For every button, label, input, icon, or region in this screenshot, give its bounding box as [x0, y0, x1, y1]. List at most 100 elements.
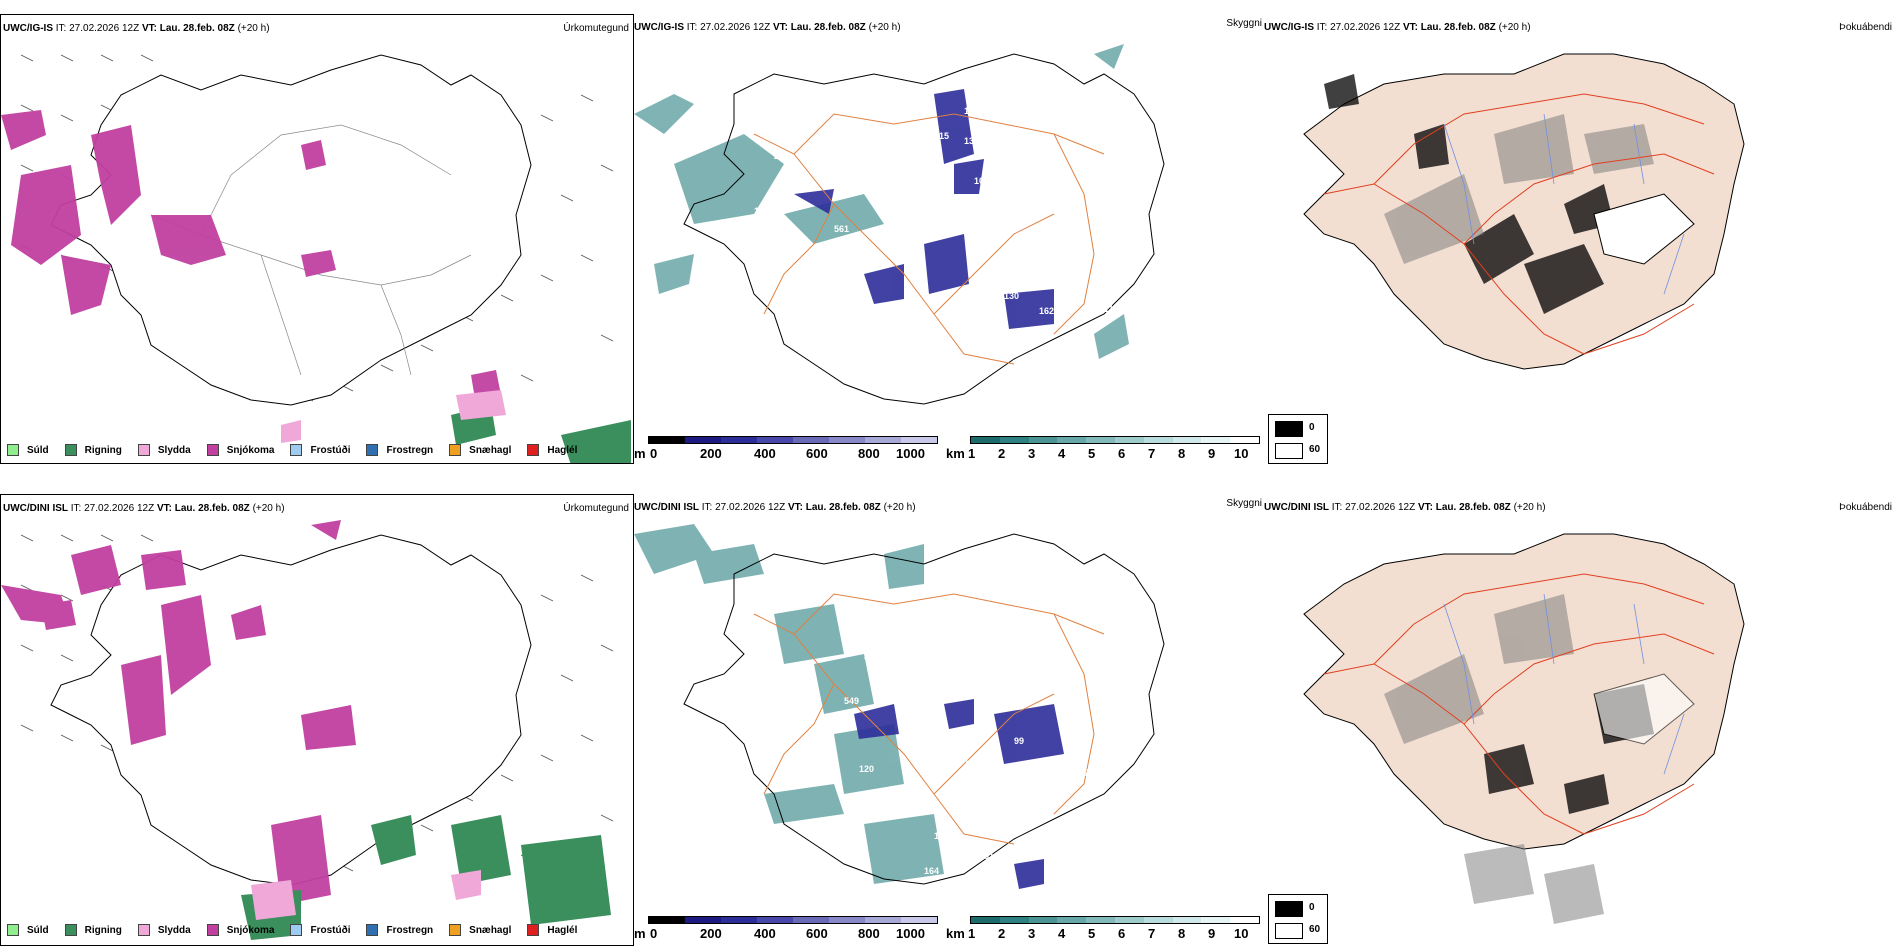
visibility-tick: 10 — [1234, 446, 1249, 461]
legend-swatch — [64, 924, 77, 936]
legend-label: Súld — [27, 924, 49, 936]
cloud-base-value-label: 120 — [859, 764, 874, 774]
fog-map-bottom — [1303, 533, 1745, 924]
cloud-base-value-label: 21 — [774, 151, 784, 161]
vt-label: VT: — [141, 23, 157, 34]
cloudbase-tick: 0 — [650, 926, 658, 941]
fog-key-value: 0 — [1309, 902, 1315, 913]
visibility-tick: 5 — [1088, 926, 1096, 941]
visibility-tick: 10 — [1234, 926, 1249, 941]
legend-swatch — [206, 924, 219, 936]
iceland-outline — [683, 533, 1165, 885]
vt-value: Lau. 28.feb. 08Z — [1435, 502, 1511, 513]
model-name: UWC/DINI ISL — [634, 502, 699, 513]
legend-label: Haglél — [547, 924, 578, 936]
cloud-base-value-label: 137 — [964, 336, 979, 346]
cloud-base-value-label: 549 — [844, 696, 859, 706]
fog-panel-bottom: UWC/DINI ISL IT: 27.02.2026 12Z VT: Lau.… — [1264, 494, 1900, 946]
visibility-tick: 1 — [968, 446, 976, 461]
fog-panel-top: UWC/IG-IS IT: 27.02.2026 12Z VT: Lau. 28… — [1264, 14, 1900, 464]
cloud-base-value-label: 15 — [939, 131, 949, 141]
cloud-header: UWC/IG-IS IT: 27.02.2026 12Z VT: Lau. 28… — [634, 22, 901, 33]
visibility-tick: 6 — [1118, 446, 1126, 461]
legend-label: Súld — [27, 444, 49, 456]
cloud-base-value-label: 131 — [754, 206, 769, 216]
precip-legend: Súld Rigning Slydda Snjókoma Frostúði Fr… — [1, 439, 587, 461]
fog-map-top — [1303, 53, 1745, 370]
lead-time: (+20 h) — [1513, 502, 1546, 513]
visibility-tick: 5 — [1088, 446, 1096, 461]
cloud-base-value-label: 162 — [1039, 306, 1054, 316]
fog-header: UWC/DINI ISL IT: 27.02.2026 12Z VT: Lau.… — [1264, 502, 1546, 513]
snow-areas-bottom — [1, 520, 356, 905]
cloudbase-tick: 800 — [858, 926, 880, 941]
cloudbase-tick: 1000 — [896, 446, 925, 461]
cloud-value-labels: 571 267 333 549 175 143 157 120 162 434 99 107 119 12… — [774, 601, 1089, 911]
cloud-base-value-label: 104 — [974, 176, 989, 186]
roads-top — [150, 124, 472, 376]
legend-swatch — [137, 444, 150, 456]
visibility-bar — [970, 916, 1260, 924]
fog-key-swatch — [1275, 923, 1303, 939]
visibility-tick: 6 — [1118, 926, 1126, 941]
fog-roads — [1323, 573, 1715, 835]
cloud-title: Skyggni — [1226, 498, 1262, 509]
precip-title: Úrkomutegund — [563, 23, 629, 34]
cloud-base-value-label: 434 — [914, 791, 929, 801]
legend-label: Haglél — [547, 444, 578, 456]
visibility-tick: 3 — [1028, 446, 1036, 461]
visibility-areas — [634, 44, 1129, 359]
cloud-value-labels: 21 131 561 108 15 131 104 110 112 106 130 113 137 162… — [754, 106, 1119, 346]
legend-swatch — [7, 444, 19, 456]
legend-item: Slydda — [137, 444, 191, 456]
cloud-base-value-label: 175 — [924, 641, 939, 651]
cloud-base-value-label: 99 — [1014, 736, 1024, 746]
cloud-base-value-label: 119 — [1039, 791, 1054, 801]
precip-header: UWC/IG-IS IT: 27.02.2026 12Z VT: Lau. 28… — [3, 23, 270, 34]
visibility-tick: 3 — [1028, 926, 1036, 941]
visibility-tick: 4 — [1058, 446, 1066, 461]
fog-rivers — [1443, 593, 1685, 775]
it-value: 27.02.2026 12Z — [69, 23, 140, 34]
legend-swatch — [527, 924, 540, 936]
cloud-base-areas — [854, 699, 1064, 889]
cloud-base-value-label: 130 — [1004, 291, 1019, 301]
iceland-outline — [50, 54, 532, 406]
legend-swatch — [290, 924, 303, 936]
legend-swatch — [64, 444, 77, 456]
legend-swatch — [7, 924, 19, 936]
lead-time: (+20 h) — [883, 502, 916, 513]
vt-label: VT: — [787, 502, 803, 513]
visibility-tick: 7 — [1148, 446, 1156, 461]
cloudbase-bar — [648, 916, 938, 924]
vt-value: Lau. 28.feb. 08Z — [790, 22, 866, 33]
cloud-base-value-label: 30 — [894, 891, 904, 901]
cloud-base-value-label: 122 — [934, 831, 949, 841]
model-name: UWC/IG-IS — [3, 23, 53, 34]
precip-panel-top: UWC/IG-IS IT: 27.02.2026 12Z VT: Lau. 28… — [0, 14, 634, 464]
legend-label: Frostúði — [310, 444, 351, 456]
legend-item: Súld — [7, 444, 49, 456]
visibility-tick: 8 — [1178, 446, 1186, 461]
lead-time: (+20 h) — [1498, 22, 1531, 33]
legend-swatch — [449, 924, 462, 936]
it-label: IT: — [70, 503, 82, 514]
visibility-tick: 2 — [998, 446, 1006, 461]
it-label: IT: — [55, 23, 67, 34]
cloud-base-value-label: 571 — [774, 601, 789, 611]
glacier-white — [1593, 673, 1695, 745]
fog-key-swatch — [1275, 421, 1303, 437]
cloud-base-value-label: 131 — [964, 136, 979, 146]
cloud-base-value-label: 162 — [964, 758, 979, 768]
legend-swatch — [137, 924, 150, 936]
cloudbase-tick: 600 — [806, 446, 828, 461]
vt-value: Lau. 28.feb. 08Z — [159, 23, 235, 34]
roads — [753, 113, 1105, 365]
fog-gray — [1384, 594, 1604, 924]
fog-title: Þokuábendi — [1839, 22, 1892, 33]
fog-gray — [1384, 114, 1654, 264]
precip-title: Úrkomutegund — [563, 503, 629, 514]
vt-value: Lau. 28.feb. 08Z — [1420, 22, 1496, 33]
vt-label: VT: — [1402, 22, 1418, 33]
visibility-tick: 4 — [1058, 926, 1066, 941]
